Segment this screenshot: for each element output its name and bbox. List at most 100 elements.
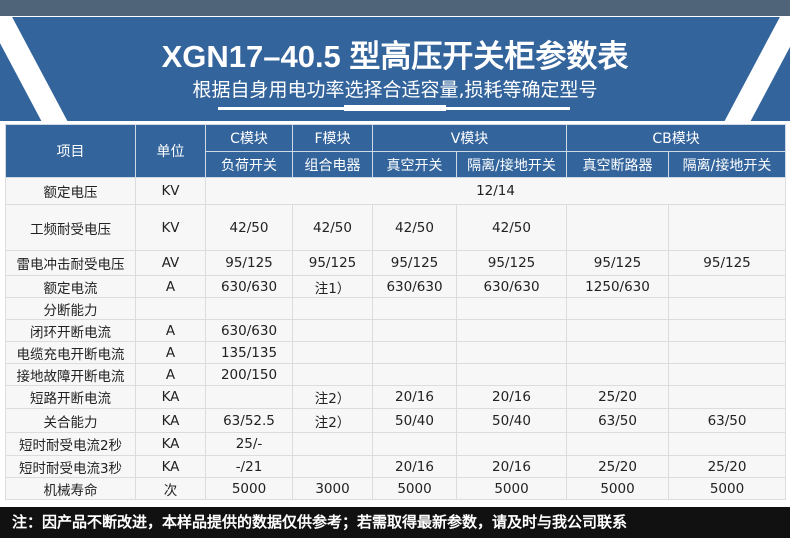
cell-value: 630/630 (372, 275, 457, 298)
cell-value: 注1） (292, 275, 373, 298)
row-unit (135, 297, 206, 320)
row-label: 短时耐受电流2秒 (5, 432, 136, 456)
table-row: 额定电压 KV 12/14 (5, 177, 787, 205)
row-unit: KA (135, 455, 206, 478)
cell-value (668, 363, 787, 386)
row-label: 机械寿命 (5, 477, 136, 500)
cell-value: 20/16 (455, 385, 568, 409)
cell-value: 5000 (455, 477, 568, 500)
cell-value: 42/50 (455, 204, 568, 251)
table-row: 电缆充电开断电流 A 135/135 (5, 341, 787, 364)
table-row: 短路开断电流 KA 注2） 20/16 20/16 25/20 (5, 385, 787, 409)
cell-value: 20/16 (372, 455, 457, 478)
header-item: 项目 (5, 124, 136, 178)
divider-accent (344, 105, 446, 111)
cell-value: 63/50 (668, 408, 787, 433)
cell-value: 95/125 (205, 250, 293, 276)
row-unit: KA (135, 385, 206, 409)
spec-table: 项目 单位 C模块 F模块 V模块 CB模块 负荷开关 组合电器 真空开关 隔离/接地… (5, 124, 787, 500)
cell-value (668, 432, 787, 456)
header-unit: 单位 (135, 124, 206, 178)
table-row: 额定电流 A 630/630 注1） 630/630 630/630 1250/630 (5, 275, 787, 298)
cell-value (566, 432, 670, 456)
cell-value (372, 341, 457, 364)
cell-value (372, 297, 457, 320)
cell-value (372, 363, 457, 386)
cell-value (566, 204, 670, 251)
table-row: 闭环开断电流 A 630/630 (5, 319, 787, 342)
cell-value: 42/50 (292, 204, 373, 251)
cell-value (292, 363, 373, 386)
table-row: 关合能力 KA 63/52.5 注2） 50/40 50/40 63/50 63/50 (5, 408, 787, 433)
banner: XGN17–40.5 型高压开关柜参数表 根据自身用电功率选择合适容量,损耗等确… (0, 17, 790, 121)
cell-value: 63/52.5 (205, 408, 293, 433)
cell-value (455, 297, 568, 320)
header-group: V模块 (371, 124, 568, 152)
table-row: 工频耐受电压 KV 42/50 42/50 42/50 42/50 (5, 204, 787, 251)
cell-value: 50/40 (455, 408, 568, 433)
header-sub: 负荷开关 (205, 151, 293, 178)
table-row: 短时耐受电流2秒 KA 25/- (5, 432, 787, 456)
cell-value: 12/14 (204, 177, 787, 205)
header-group: F模块 (292, 124, 373, 152)
header-group: C模块 (205, 124, 293, 152)
cell-value (566, 319, 670, 342)
row-label: 闭环开断电流 (5, 319, 136, 342)
cell-value: 95/125 (372, 250, 457, 276)
cell-value (372, 432, 457, 456)
row-label: 关合能力 (5, 408, 136, 433)
cell-value: 95/125 (292, 250, 373, 276)
row-label: 分断能力 (5, 297, 136, 320)
header-sub: 隔离/接地开关 (668, 151, 787, 178)
cell-value: 42/50 (372, 204, 457, 251)
cell-value (566, 297, 670, 320)
cell-value: 20/16 (455, 455, 568, 478)
table-row: 机械寿命次 5000 3000 5000 5000 5000 5000 (5, 477, 787, 500)
row-unit: KV (135, 204, 206, 251)
cell-value: 42/50 (205, 204, 293, 251)
cell-value (205, 385, 293, 409)
cell-value: 3000 (292, 477, 373, 500)
row-unit: A (135, 275, 206, 298)
cell-value (455, 363, 568, 386)
row-unit: KA (135, 408, 206, 433)
row-unit: KV (135, 177, 206, 205)
row-label: 工频耐受电压 (5, 204, 136, 251)
cell-value: -/21 (205, 455, 293, 478)
table-row: 雷电冲击耐受电压 AV 95/125 95/125 95/125 95/125 95/125… (5, 250, 787, 276)
footer-note: 注：因产品不断改进，本样品提供的数据仅供参考；若需取得最新参数，请及时与我公司联… (0, 507, 790, 538)
cell-value (566, 341, 670, 364)
cell-value (455, 341, 568, 364)
cell-value: 25/20 (566, 385, 670, 409)
cell-value: 25/20 (566, 455, 670, 478)
row-unit: A (135, 363, 206, 386)
cell-value (292, 297, 373, 320)
header-sub: 隔离/接地开关 (455, 151, 568, 178)
cell-value (292, 341, 373, 364)
cell-value: 注2） (292, 408, 373, 433)
cell-value: 注2） (292, 385, 373, 409)
row-unit: 次 (135, 477, 206, 500)
cell-value: 630/630 (205, 275, 293, 298)
cell-value: 200/150 (205, 363, 293, 386)
cell-value: 25/20 (668, 455, 787, 478)
row-label: 短时耐受电流3秒 (5, 455, 136, 478)
cell-value (668, 341, 787, 364)
table-row: 短时耐受电流3秒 KA -/21 20/16 20/16 25/20 25/20 (5, 455, 787, 478)
cell-value: 63/50 (566, 408, 670, 433)
cell-value (668, 319, 787, 342)
cell-value: 135/135 (205, 341, 293, 364)
cell-value: 95/125 (455, 250, 568, 276)
row-label: 接地故障开断电流 (5, 363, 136, 386)
cell-value (292, 319, 373, 342)
row-unit: A (135, 319, 206, 342)
cell-value (668, 204, 787, 251)
cell-value (566, 363, 670, 386)
cell-value (292, 432, 373, 456)
cell-value: 20/16 (372, 385, 457, 409)
cell-value: 630/630 (455, 275, 568, 298)
cell-value (205, 297, 293, 320)
row-label: 额定电压 (5, 177, 136, 205)
cell-value: 5000 (566, 477, 670, 500)
cell-value: 5000 (668, 477, 787, 500)
